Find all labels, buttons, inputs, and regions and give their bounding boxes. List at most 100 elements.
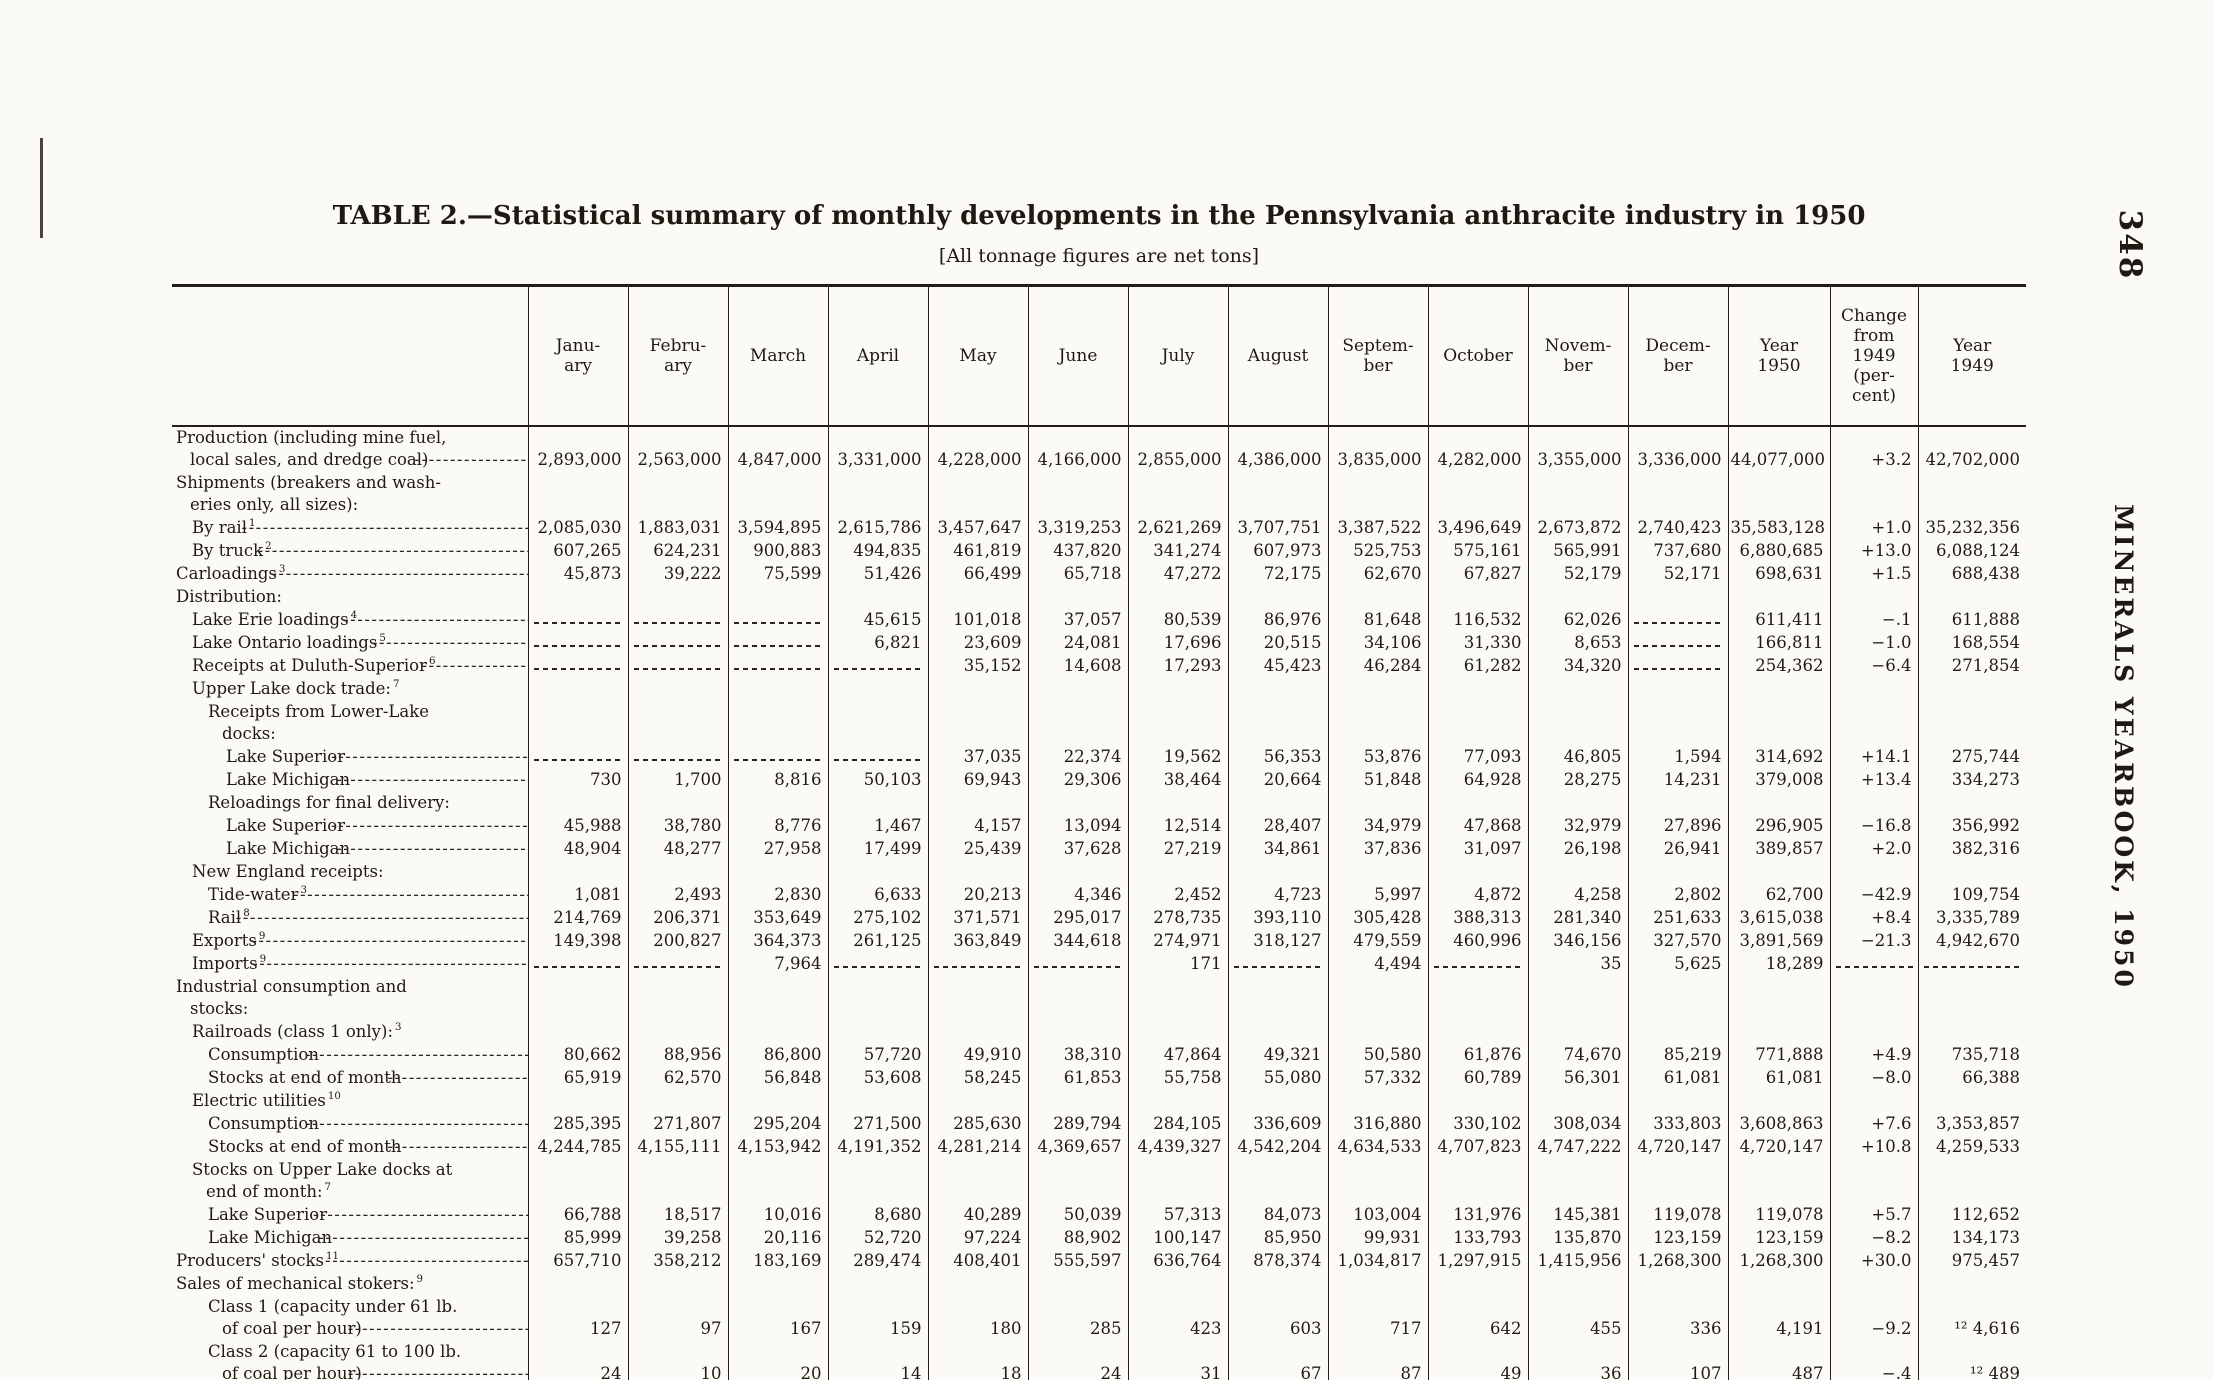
value-cell: 20,116 bbox=[727, 1226, 828, 1250]
value-cell: 80,662 bbox=[527, 1043, 628, 1067]
section-row: New England receipts: bbox=[172, 860, 2026, 884]
blank-cell bbox=[827, 1272, 928, 1296]
value-cell: 60,789 bbox=[1427, 1066, 1528, 1090]
row-label: New England receipts: bbox=[192, 861, 384, 881]
value-cell: 34,979 bbox=[1327, 814, 1428, 838]
value-cell: 26,941 bbox=[1627, 837, 1728, 861]
value-cell: 4,494 bbox=[1327, 952, 1428, 976]
value-cell: 1,081 bbox=[527, 883, 628, 907]
blank-cell bbox=[727, 1272, 828, 1296]
value-cell: 379,008 bbox=[1727, 768, 1830, 792]
value-cell: 281,340 bbox=[1527, 906, 1628, 930]
value-cell: 20,213 bbox=[927, 883, 1028, 907]
value-cell: −8.2 bbox=[1829, 1226, 1918, 1250]
value-cell: 1,467 bbox=[827, 814, 928, 838]
blank-cell bbox=[1327, 585, 1428, 609]
value-cell: 900,883 bbox=[727, 539, 828, 563]
value-cell: 4,258 bbox=[1527, 883, 1628, 907]
value-cell: 200,827 bbox=[627, 929, 728, 953]
value-cell: 4,244,785 bbox=[527, 1135, 628, 1159]
value-cell: 393,110 bbox=[1227, 906, 1328, 930]
value-cell: 57,313 bbox=[1127, 1203, 1228, 1227]
value-cell: 44,077,000 bbox=[1727, 425, 1830, 472]
value-cell: 149,398 bbox=[527, 929, 628, 953]
value-cell: 38,464 bbox=[1127, 768, 1228, 792]
row-label: Receipts from Lower-Lake docks: bbox=[208, 701, 429, 743]
value-cell: 4,542,204 bbox=[1227, 1135, 1328, 1159]
blank-cell bbox=[1027, 860, 1128, 884]
blank-cell bbox=[1127, 975, 1228, 1021]
value-cell: 353,649 bbox=[727, 906, 828, 930]
value-cell: 134,173 bbox=[1917, 1226, 2026, 1250]
value-cell: +1.5 bbox=[1829, 562, 1918, 586]
data-row: Class 1 (capacity under 61 lb. of coal p… bbox=[172, 1295, 2026, 1341]
value-cell: 730 bbox=[527, 768, 628, 792]
blank-cell bbox=[1627, 585, 1728, 609]
value-cell: 27,219 bbox=[1127, 837, 1228, 861]
value-cell: 2,855,000 bbox=[1127, 425, 1228, 472]
value-cell: +14.1 bbox=[1829, 745, 1918, 769]
blank-cell bbox=[527, 677, 628, 701]
blank-cell bbox=[727, 1089, 828, 1113]
blank-cell bbox=[1227, 471, 1328, 517]
value-cell: +8.4 bbox=[1829, 906, 1918, 930]
value-cell: +5.7 bbox=[1829, 1203, 1918, 1227]
blank-cell bbox=[1327, 975, 1428, 1021]
value-cell: 52,720 bbox=[827, 1226, 928, 1250]
blank-cell bbox=[827, 975, 928, 1021]
value-cell: 20,664 bbox=[1227, 768, 1328, 792]
row-label: Distribution: bbox=[176, 586, 282, 606]
blank-cell bbox=[927, 975, 1028, 1021]
row-label-column-header bbox=[172, 285, 528, 427]
value-cell: 24 bbox=[527, 1340, 628, 1380]
blank-cell bbox=[927, 1158, 1028, 1204]
value-cell: 65,919 bbox=[527, 1066, 628, 1090]
value-cell: 318,127 bbox=[1227, 929, 1328, 953]
value-cell: 2,830 bbox=[727, 883, 828, 907]
blank-cell bbox=[627, 1272, 728, 1296]
row-label: Lake Michigan bbox=[226, 838, 351, 858]
value-cell: 4,228,000 bbox=[927, 425, 1028, 472]
blank-cell bbox=[1917, 700, 2026, 746]
value-cell: 4,346 bbox=[1027, 883, 1128, 907]
value-cell: 32,979 bbox=[1527, 814, 1628, 838]
blank-cell bbox=[727, 471, 828, 517]
value-cell: 3,615,038 bbox=[1727, 906, 1830, 930]
blank-cell bbox=[1917, 1158, 2026, 1204]
column-header: May bbox=[927, 285, 1028, 427]
blank-cell bbox=[627, 1089, 728, 1113]
column-header: Year 1949 bbox=[1917, 285, 2026, 427]
value-cell: 87 bbox=[1327, 1340, 1428, 1380]
blank-cell bbox=[1227, 677, 1328, 701]
value-cell: 18 bbox=[927, 1340, 1028, 1380]
data-row: Class 2 (capacity 61 to 100 lb. of coal … bbox=[172, 1340, 2026, 1380]
value-cell: 7,964 bbox=[727, 952, 828, 976]
value-cell: 52,171 bbox=[1627, 562, 1728, 586]
column-header: April bbox=[827, 285, 928, 427]
value-cell: 358,212 bbox=[627, 1249, 728, 1273]
value-cell: 4,166,000 bbox=[1027, 425, 1128, 472]
blank-cell bbox=[1527, 677, 1628, 701]
value-cell: 4,281,214 bbox=[927, 1135, 1028, 1159]
footnote-marker: 10 bbox=[327, 1091, 341, 1102]
value-cell: 771,888 bbox=[1727, 1043, 1830, 1067]
value-cell: 4,157 bbox=[927, 814, 1028, 838]
blank-cell bbox=[627, 677, 728, 701]
value-cell: 45,873 bbox=[527, 562, 628, 586]
value-cell: 69,943 bbox=[927, 768, 1028, 792]
value-cell: 17,293 bbox=[1127, 654, 1228, 678]
data-row: Exports 9 149,398 200,827 364,373 261,125 363,… bbox=[172, 929, 2026, 953]
value-cell: 24 bbox=[1027, 1340, 1128, 1380]
value-cell: 214,769 bbox=[527, 906, 628, 930]
blank-cell bbox=[1327, 1020, 1428, 1044]
value-cell: 56,301 bbox=[1527, 1066, 1628, 1090]
value-cell: 4,155,111 bbox=[627, 1135, 728, 1159]
value-cell: 261,125 bbox=[827, 929, 928, 953]
value-cell: +1.0 bbox=[1829, 516, 1918, 540]
row-label: Lake Superior bbox=[208, 1204, 328, 1224]
blank-cell bbox=[1627, 700, 1728, 746]
blank-cell bbox=[827, 1020, 928, 1044]
value-cell: 135,870 bbox=[1527, 1226, 1628, 1250]
value-cell: 327,570 bbox=[1627, 929, 1728, 953]
blank-cell bbox=[1227, 791, 1328, 815]
